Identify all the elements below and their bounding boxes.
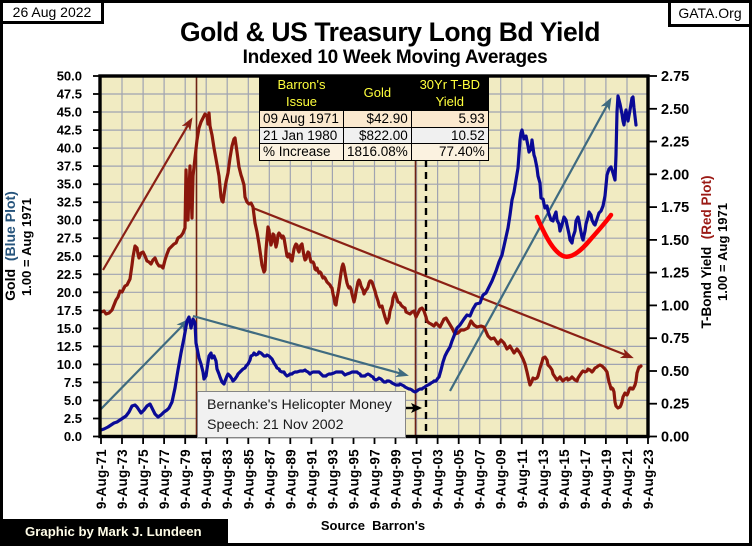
svg-text:47.5: 47.5 [57, 87, 82, 102]
svg-text:2.5: 2.5 [64, 411, 82, 426]
svg-text:7.5: 7.5 [64, 375, 82, 390]
svg-text:5.0: 5.0 [64, 393, 82, 408]
svg-text:9-Aug-85: 9-Aug-85 [241, 449, 256, 509]
svg-text:T-Bond Yield (Red Plot): T-Bond Yield (Red Plot) [699, 175, 714, 328]
svg-text:9-Aug-01: 9-Aug-01 [410, 449, 425, 509]
svg-text:9-Aug-81: 9-Aug-81 [199, 449, 214, 509]
svg-text:9-Aug-21: 9-Aug-21 [620, 449, 635, 509]
svg-text:45.0: 45.0 [57, 105, 82, 120]
svg-text:9-Aug-83: 9-Aug-83 [220, 449, 235, 509]
svg-text:2.50: 2.50 [661, 102, 689, 118]
svg-text:9-Aug-19: 9-Aug-19 [599, 449, 614, 509]
svg-text:9-Aug-05: 9-Aug-05 [452, 449, 467, 509]
svg-text:9-Aug-97: 9-Aug-97 [368, 449, 383, 509]
svg-text:1.25: 1.25 [661, 266, 689, 282]
svg-text:42.5: 42.5 [57, 123, 82, 138]
svg-text:9-Aug-71: 9-Aug-71 [94, 449, 109, 509]
svg-text:1.00 = Aug 1971: 1.00 = Aug 1971 [19, 198, 34, 296]
svg-text:15.0: 15.0 [57, 321, 82, 336]
svg-text:9-Aug-13: 9-Aug-13 [536, 449, 551, 509]
svg-text:32.5: 32.5 [57, 195, 82, 210]
svg-text:9-Aug-11: 9-Aug-11 [515, 449, 530, 509]
svg-text:9-Aug-73: 9-Aug-73 [115, 449, 130, 509]
svg-text:9-Aug-77: 9-Aug-77 [157, 449, 172, 509]
svg-text:0.75: 0.75 [661, 331, 689, 347]
svg-text:1.75: 1.75 [661, 200, 689, 216]
svg-text:25.0: 25.0 [57, 249, 82, 264]
svg-text:0.25: 0.25 [661, 397, 689, 413]
svg-text:9-Aug-09: 9-Aug-09 [494, 449, 509, 509]
svg-text:9-Aug-07: 9-Aug-07 [473, 449, 488, 509]
svg-text:17.5: 17.5 [57, 303, 82, 318]
svg-text:50.0: 50.0 [57, 69, 82, 84]
svg-text:30.0: 30.0 [57, 213, 82, 228]
svg-text:9-Aug-79: 9-Aug-79 [178, 449, 193, 509]
svg-text:9-Aug-91: 9-Aug-91 [304, 449, 319, 509]
svg-text:9-Aug-23: 9-Aug-23 [641, 449, 656, 509]
svg-text:9-Aug-75: 9-Aug-75 [136, 449, 151, 509]
svg-text:37.5: 37.5 [57, 159, 82, 174]
svg-text:1.00: 1.00 [661, 298, 689, 314]
svg-text:35.0: 35.0 [57, 177, 82, 192]
svg-text:9-Aug-95: 9-Aug-95 [347, 449, 362, 509]
svg-text:9-Aug-87: 9-Aug-87 [262, 449, 277, 509]
svg-text:12.5: 12.5 [57, 339, 82, 354]
svg-text:0.0: 0.0 [64, 429, 82, 444]
svg-text:1.50: 1.50 [661, 233, 689, 249]
svg-text:22.5: 22.5 [57, 267, 82, 282]
svg-text:9-Aug-15: 9-Aug-15 [557, 449, 572, 509]
svg-text:9-Aug-93: 9-Aug-93 [325, 449, 340, 509]
svg-text:2.25: 2.25 [661, 135, 689, 151]
svg-text:27.5: 27.5 [57, 231, 82, 246]
svg-text:9-Aug-99: 9-Aug-99 [389, 449, 404, 509]
svg-text:Gold (Blue Plot): Gold (Blue Plot) [2, 191, 18, 301]
svg-text:9-Aug-17: 9-Aug-17 [578, 449, 593, 509]
svg-text:0.00: 0.00 [661, 430, 689, 446]
svg-text:40.0: 40.0 [57, 141, 82, 156]
svg-text:2.75: 2.75 [661, 69, 689, 85]
svg-text:20.0: 20.0 [57, 285, 82, 300]
svg-text:1.00 = Aug 1971: 1.00 = Aug 1971 [715, 203, 730, 301]
svg-text:9-Aug-89: 9-Aug-89 [283, 449, 298, 509]
svg-text:0.50: 0.50 [661, 364, 689, 380]
svg-text:2.00: 2.00 [661, 167, 689, 183]
svg-text:9-Aug-03: 9-Aug-03 [431, 449, 446, 509]
svg-text:10.0: 10.0 [57, 357, 82, 372]
